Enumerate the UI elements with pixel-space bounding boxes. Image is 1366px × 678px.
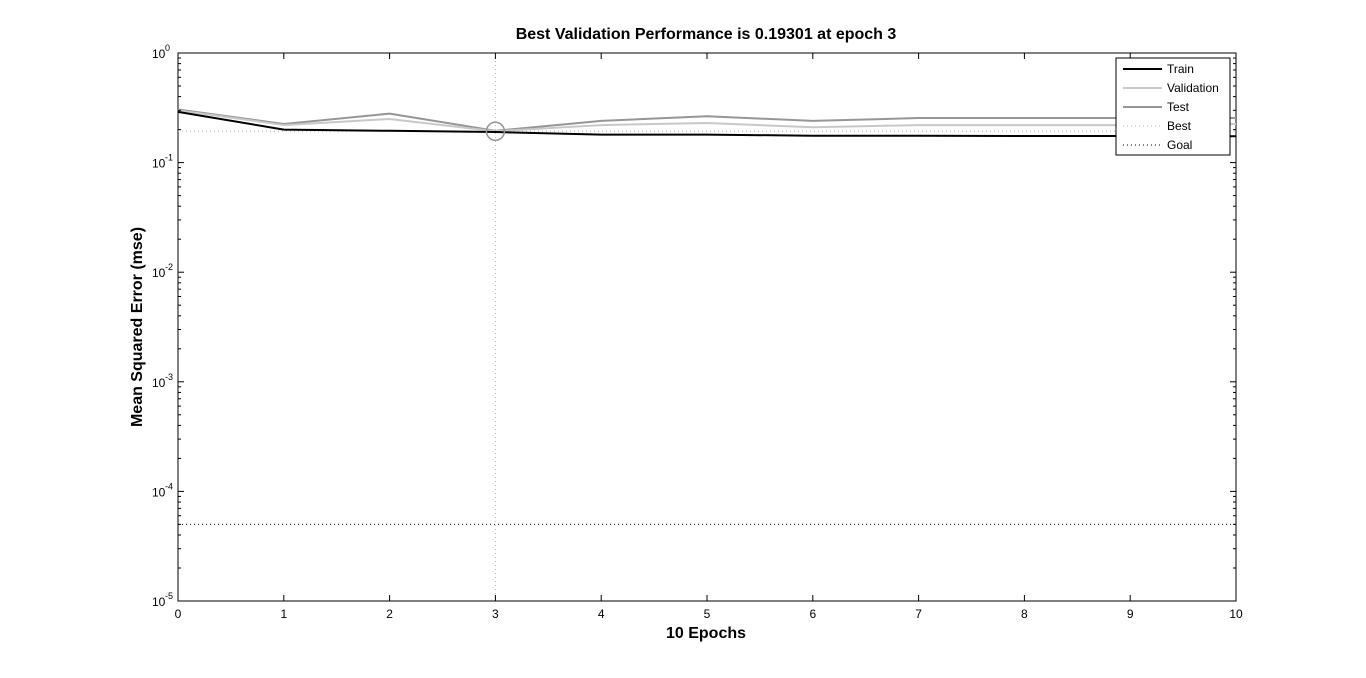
y-tick-label-exponent: -5 [165, 591, 173, 601]
x-tick-label: 5 [704, 607, 711, 621]
y-tick-label: 10 [152, 595, 166, 609]
series-line-train [177, 110, 1237, 138]
y-tick-label-exponent: -3 [165, 372, 173, 382]
y-tick-label: 10 [152, 266, 166, 280]
x-tick-label: 6 [809, 607, 816, 621]
x-tick-label: 10 [1229, 607, 1243, 621]
y-tick-label-exponent: -4 [165, 481, 173, 491]
y-tick-label-exponent: 0 [165, 43, 170, 53]
x-axis-label: 10 Epochs [666, 625, 746, 642]
x-tick-label: 1 [280, 607, 287, 621]
series-line-test [177, 108, 1236, 132]
ticks-layer [177, 52, 1237, 602]
y-tick-label-exponent: -1 [165, 153, 173, 163]
x-tick-label: 4 [598, 607, 605, 621]
legend-label-goal: Goal [1167, 138, 1192, 152]
y-tick-label: 10 [152, 47, 166, 61]
series-layer [177, 108, 1237, 142]
legend-label-validation: Validation [1167, 81, 1219, 95]
y-tick-label: 10 [152, 376, 166, 390]
y-tick-label: 10 [152, 485, 166, 499]
x-tick-labels: 0 1 2 3 4 5 6 7 8 9 10 [175, 607, 1243, 621]
x-tick-label: 9 [1127, 607, 1134, 621]
x-tick-label: 7 [915, 607, 922, 621]
x-tick-label: 8 [1021, 607, 1028, 621]
x-tick-label: 2 [386, 607, 393, 621]
y-tick-label-exponent: -2 [165, 262, 173, 272]
x-tick-label: 0 [175, 607, 182, 621]
y-tick-label: 10 [152, 157, 166, 171]
legend: Train Validation Test Best Goal [1115, 57, 1231, 156]
plot-area [177, 52, 1237, 602]
x-tick-label: 3 [492, 607, 499, 621]
legend-label-train: Train [1167, 62, 1194, 76]
legend-label-test: Test [1167, 100, 1190, 114]
chart-title: Best Validation Performance is 0.19301 a… [516, 26, 897, 43]
legend-label-best: Best [1167, 119, 1192, 133]
best-point-marker [485, 121, 506, 142]
series-line-validation [177, 109, 1237, 133]
y-axis-label: Mean Squared Error (mse) [129, 227, 146, 427]
